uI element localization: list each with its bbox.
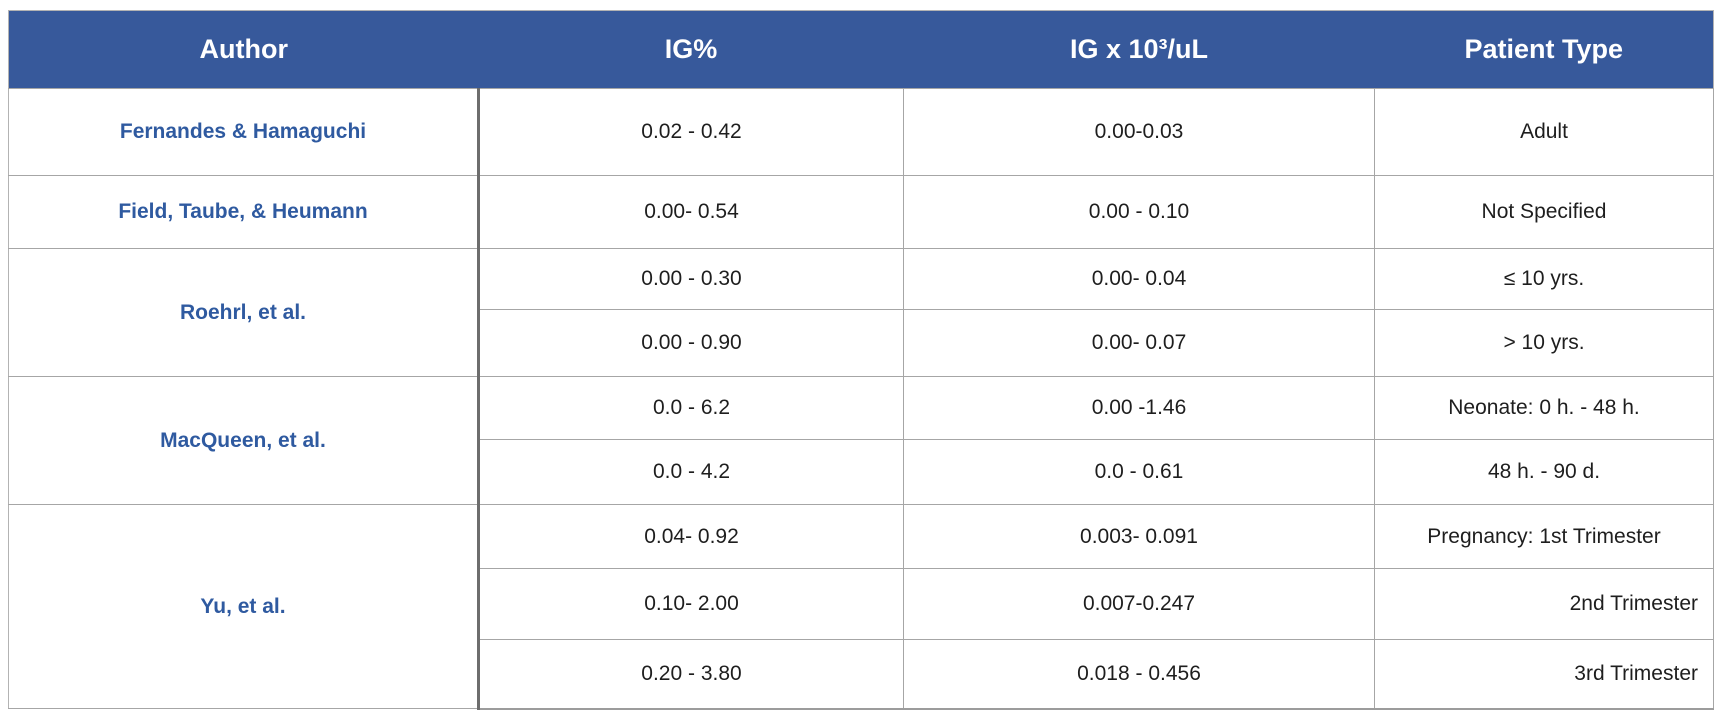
table-row: 0.00 - 0.90 0.00- 0.07 > 10 yrs.	[9, 309, 1714, 377]
table-row: 0.10- 2.00 0.007-0.247 2nd Trimester	[9, 568, 1714, 640]
col-header-ig-percent: IG%	[478, 10, 904, 89]
ig-pct-cell: 0.20 - 3.80	[478, 639, 904, 710]
ig-abs-cell: 0.003- 0.091	[903, 504, 1375, 569]
ig-pct-cell: 0.10- 2.00	[478, 568, 904, 640]
author-link-macqueen[interactable]: MacQueen, et al.	[8, 376, 480, 505]
table-row: Fernandes & Hamaguchi 0.02 - 0.42 0.00-0…	[8, 88, 1714, 176]
table-row: MacQueen, et al. 0.0 - 6.2 0.00 -1.46 Ne…	[8, 376, 1714, 505]
col-header-author: Author	[8, 10, 479, 89]
author-link-fernandes-hamaguchi[interactable]: Fernandes & Hamaguchi	[8, 88, 480, 176]
patient-type-cell: 3rd Trimester	[1374, 639, 1714, 710]
patient-type-cell: ≤ 10 yrs.	[1374, 248, 1714, 310]
patient-type-cell: Not Specified	[1374, 175, 1714, 249]
header-row: Author IG% IG x 10³/uL Patient Type	[8, 10, 1714, 89]
patient-type-cell: 2nd Trimester	[1374, 568, 1714, 640]
table-row: Field, Taube, & Heumann 0.00- 0.54 0.00 …	[8, 175, 1714, 249]
ig-abs-cell: 0.00- 0.07	[903, 309, 1375, 377]
table-row: Yu, et al. 0.04- 0.92 0.003- 0.091 Pregn…	[8, 504, 1714, 709]
table-row: 0.20 - 3.80 0.018 - 0.456 3rd Trimester	[9, 639, 1714, 710]
ig-pct-cell: 0.04- 0.92	[478, 504, 904, 569]
ig-abs-cell: 0.00 -1.46	[903, 376, 1375, 440]
table-row: 0.0 - 4.2 0.0 - 0.61 48 h. - 90 d.	[9, 439, 1714, 505]
ig-abs-cell: 0.00-0.03	[903, 88, 1375, 176]
ig-abs-cell: 0.007-0.247	[903, 568, 1375, 640]
ig-pct-cell: 0.02 - 0.42	[478, 88, 904, 176]
ig-pct-cell: 0.0 - 6.2	[478, 376, 904, 440]
ig-pct-cell: 0.00 - 0.30	[478, 248, 904, 310]
patient-type-cell: Neonate: 0 h. - 48 h.	[1374, 376, 1714, 440]
author-link-roehrl[interactable]: Roehrl, et al.	[8, 248, 480, 377]
col-header-ig-absolute: IG x 10³/uL	[903, 10, 1375, 89]
patient-type-cell: Pregnancy: 1st Trimester	[1374, 504, 1714, 569]
patient-type-cell: > 10 yrs.	[1374, 309, 1714, 377]
ig-pct-cell: 0.0 - 4.2	[478, 439, 904, 505]
ig-abs-cell: 0.0 - 0.61	[903, 439, 1375, 505]
ig-pct-cell: 0.00 - 0.90	[478, 309, 904, 377]
col-header-patient-type: Patient Type	[1374, 10, 1714, 89]
table-row: Roehrl, et al. 0.00 - 0.30 0.00- 0.04 ≤ …	[8, 248, 1714, 377]
ig-abs-cell: 0.00- 0.04	[903, 248, 1375, 310]
patient-type-cell: Adult	[1374, 88, 1714, 176]
author-link-yu[interactable]: Yu, et al.	[8, 504, 480, 709]
ig-pct-cell: 0.00- 0.54	[478, 175, 904, 249]
ig-abs-cell: 0.00 - 0.10	[903, 175, 1375, 249]
ig-abs-cell: 0.018 - 0.456	[903, 639, 1375, 710]
ig-reference-table: Author IG% IG x 10³/uL Patient Type Fern…	[8, 10, 1714, 710]
patient-type-cell: 48 h. - 90 d.	[1374, 439, 1714, 505]
author-link-field-taube-heumann[interactable]: Field, Taube, & Heumann	[8, 175, 480, 249]
ig-reference-table-container: Author IG% IG x 10³/uL Patient Type Fern…	[8, 10, 1714, 710]
